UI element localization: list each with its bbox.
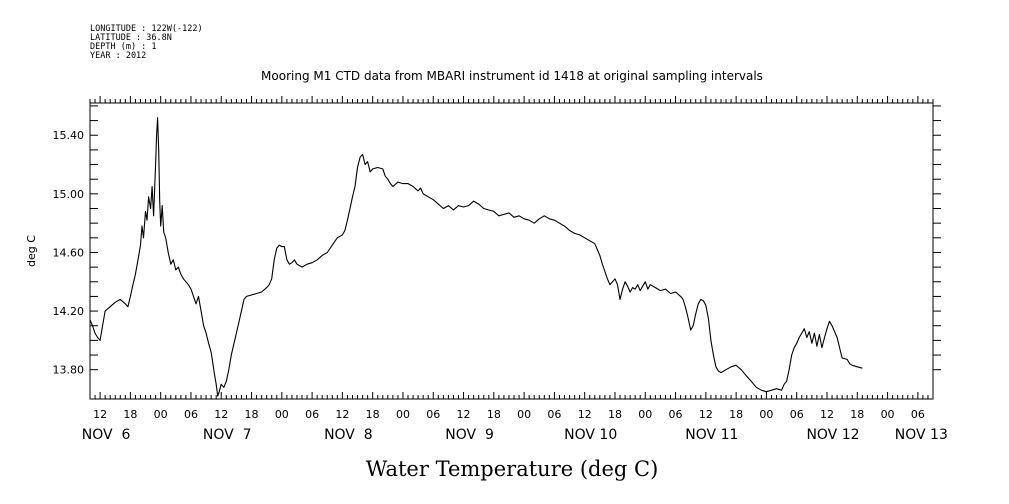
x-tick-label: 12 xyxy=(820,408,834,421)
x-tick-label: 18 xyxy=(608,408,622,421)
x-tick-label: 18 xyxy=(245,408,259,421)
x-tick-label: 00 xyxy=(517,408,531,421)
x-tick-label: 18 xyxy=(366,408,380,421)
x-tick-label: 00 xyxy=(759,408,773,421)
y-tick-label: 15.40 xyxy=(53,129,85,142)
metadata-block: LONGITUDE : 122W(-122) LATITUDE : 36.8N … xyxy=(90,24,203,61)
y-tick-label: 14.20 xyxy=(53,305,85,318)
x-tick-label: 18 xyxy=(487,408,501,421)
y-tick-label: 13.80 xyxy=(53,364,85,377)
x-tick-label: 06 xyxy=(669,408,683,421)
x-tick-label: 00 xyxy=(396,408,410,421)
y-tick-label: 15.00 xyxy=(53,188,85,201)
chart-caption: Water Temperature (deg C) xyxy=(366,457,659,481)
x-tick-label: 00 xyxy=(881,408,895,421)
metadata-year: YEAR : 2012 xyxy=(90,51,146,61)
chart-title: Mooring M1 CTD data from MBARI instrumen… xyxy=(261,69,763,83)
x-tick-label: 12 xyxy=(699,408,713,421)
x-tick-label: 12 xyxy=(335,408,349,421)
x-tick-label: 06 xyxy=(547,408,561,421)
x-tick-label: 12 xyxy=(457,408,471,421)
y-axis-ticks: 13.80 14.20 14.60 15.00 15.40 xyxy=(53,105,941,377)
x-day-label: NOV 12 xyxy=(806,427,859,443)
x-axis-ticks: 12 18 00 06 12 18 00 06 12 18 00 06 12 18 00 06 12 18 00 06… xyxy=(82,408,948,443)
x-day-label: NOV 7 xyxy=(203,427,252,443)
x-day-label: NOV 11 xyxy=(685,427,738,443)
metadata-depth: DEPTH (m) : 1 xyxy=(90,42,157,52)
x-day-label: NOV 10 xyxy=(564,427,617,443)
x-tick-label: 06 xyxy=(911,408,925,421)
minor-ticks xyxy=(89,96,934,399)
x-tick-label: 06 xyxy=(426,408,440,421)
y-tick-label: 14.60 xyxy=(53,246,85,259)
metadata-latitude: LATITUDE : 36.8N xyxy=(90,33,172,43)
x-tick-label: 06 xyxy=(184,408,198,421)
x-tick-label: 00 xyxy=(275,408,289,421)
x-tick-label: 18 xyxy=(729,408,743,421)
x-day-label: NOV 6 xyxy=(82,427,131,443)
plot-frame xyxy=(89,102,934,400)
x-tick-label: 18 xyxy=(123,408,137,421)
x-tick-label: 00 xyxy=(638,408,652,421)
x-day-label: NOV 9 xyxy=(445,427,494,443)
x-tick-label: 12 xyxy=(93,408,107,421)
series-line-water-temperature xyxy=(89,117,863,397)
x-tick-label: 06 xyxy=(790,408,804,421)
y-axis-label: deg C xyxy=(25,235,38,267)
x-day-label: NOV 8 xyxy=(324,427,373,443)
x-tick-label: 12 xyxy=(578,408,592,421)
x-tick-label: 00 xyxy=(154,408,168,421)
metadata-longitude: LONGITUDE : 122W(-122) xyxy=(90,24,203,34)
x-tick-label: 06 xyxy=(305,408,319,421)
series-group xyxy=(89,117,863,397)
x-tick-label: 18 xyxy=(850,408,864,421)
x-day-label: NOV 13 xyxy=(895,427,948,443)
x-tick-label: 12 xyxy=(214,408,228,421)
